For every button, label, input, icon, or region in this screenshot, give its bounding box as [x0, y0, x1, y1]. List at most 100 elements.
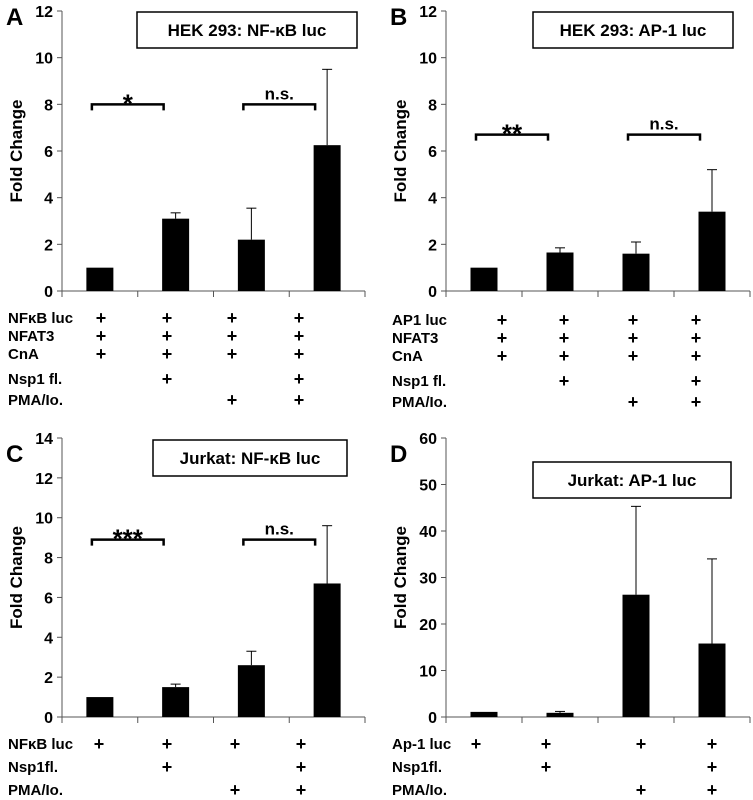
- y-tick-label: 8: [44, 551, 53, 568]
- condition-mark: +: [628, 328, 639, 348]
- bar: [622, 594, 650, 717]
- condition-mark: +: [230, 734, 241, 754]
- significance-bracket: [90, 538, 165, 546]
- condition-mark: +: [162, 326, 173, 346]
- condition-mark: +: [559, 346, 570, 366]
- condition-mark: +: [497, 310, 508, 330]
- bar: [698, 643, 726, 717]
- significance-label: n.s.: [649, 115, 678, 134]
- chart-title: Jurkat: AP-1 luc: [568, 471, 697, 490]
- significance-label: n.s.: [265, 84, 294, 103]
- condition-label: PMA/Io.: [392, 782, 447, 799]
- y-axis-label: Fold Change: [391, 526, 410, 629]
- condition-label: NFκB luc: [8, 736, 73, 753]
- condition-mark: +: [541, 757, 552, 777]
- condition-mark: +: [497, 346, 508, 366]
- significance-label: ***: [113, 524, 144, 554]
- y-tick-label: 12: [419, 4, 437, 21]
- condition-label: NFAT3: [392, 330, 438, 347]
- condition-mark: +: [541, 734, 552, 754]
- condition-mark: +: [296, 734, 307, 754]
- condition-mark: +: [628, 346, 639, 366]
- y-tick-label: 10: [419, 51, 437, 68]
- condition-mark: +: [636, 780, 647, 800]
- condition-mark: +: [294, 326, 305, 346]
- y-tick-label: 0: [44, 284, 53, 301]
- y-tick-label: 60: [419, 431, 437, 448]
- bar: [86, 697, 114, 717]
- significance-bracket: [242, 538, 317, 546]
- y-tick-label: 2: [428, 237, 437, 254]
- condition-mark: +: [294, 308, 305, 328]
- condition-label: Nsp1fl.: [392, 759, 442, 776]
- condition-label: NFAT3: [8, 328, 54, 345]
- y-tick-label: 12: [35, 4, 53, 21]
- panel-c: C 0 2 4 6 8 10 12 14 Fold Change Jurkat: NF-κB luc…: [6, 431, 366, 800]
- panel-letter: A: [6, 4, 23, 31]
- y-tick-label: 20: [419, 617, 437, 634]
- bar: [470, 267, 498, 291]
- y-tick-label: 40: [419, 524, 437, 541]
- y-tick-label: 10: [35, 511, 53, 528]
- condition-mark: +: [227, 344, 238, 364]
- condition-mark: +: [162, 308, 173, 328]
- condition-mark: +: [628, 310, 639, 330]
- condition-mark: +: [227, 390, 238, 410]
- condition-label: PMA/Io.: [392, 394, 447, 411]
- chart-title: HEK 293: AP-1 luc: [560, 21, 707, 40]
- condition-label: Nsp1fl.: [8, 759, 58, 776]
- condition-mark: +: [707, 734, 718, 754]
- y-axis-label: Fold Change: [391, 100, 410, 203]
- title-box: [532, 11, 734, 49]
- panel-a: A 0 2 4 6 8 10 12 Fold Change HEK 293: NF-κB luc *…: [6, 4, 366, 410]
- panel-letter: B: [390, 4, 407, 31]
- bar: [313, 145, 341, 291]
- bar: [313, 583, 341, 717]
- bar: [546, 252, 574, 291]
- y-tick-label: 4: [44, 630, 53, 647]
- y-tick-label: 6: [44, 144, 53, 161]
- chart-title: HEK 293: NF-κB luc: [168, 21, 327, 40]
- condition-mark: +: [162, 734, 173, 754]
- y-axis-label: Fold Change: [7, 526, 26, 629]
- condition-mark: +: [471, 734, 482, 754]
- condition-label: NFκB luc: [8, 310, 73, 327]
- y-tick-label: 0: [428, 710, 437, 727]
- condition-label: Ap-1 luc: [392, 736, 451, 753]
- condition-label: Nsp1 fl.: [392, 373, 446, 390]
- y-tick-label: 14: [35, 431, 53, 448]
- condition-label: PMA/Io.: [8, 782, 63, 799]
- bar: [86, 267, 114, 291]
- condition-mark: +: [162, 369, 173, 389]
- significance-label: **: [502, 119, 523, 149]
- y-tick-label: 4: [44, 191, 53, 208]
- panel-b: B 0 2 4 6 8 10 12 Fold Change HEK 293: AP-1 luc **…: [390, 4, 751, 412]
- y-tick-label: 4: [428, 191, 437, 208]
- condition-mark: +: [296, 757, 307, 777]
- bar: [237, 239, 265, 291]
- condition-mark: +: [559, 328, 570, 348]
- y-tick-label: 8: [428, 97, 437, 114]
- condition-mark: +: [94, 734, 105, 754]
- bar: [470, 711, 498, 717]
- condition-mark: +: [707, 757, 718, 777]
- condition-mark: +: [227, 308, 238, 328]
- condition-mark: +: [96, 308, 107, 328]
- condition-mark: +: [691, 310, 702, 330]
- panel-letter: C: [6, 441, 23, 468]
- y-tick-label: 2: [44, 237, 53, 254]
- y-axis-label: Fold Change: [7, 100, 26, 203]
- condition-mark: +: [296, 780, 307, 800]
- condition-mark: +: [497, 328, 508, 348]
- condition-label: Nsp1 fl.: [8, 371, 62, 388]
- condition-mark: +: [628, 392, 639, 412]
- condition-label: AP1 luc: [392, 312, 447, 329]
- condition-mark: +: [96, 326, 107, 346]
- condition-mark: +: [707, 780, 718, 800]
- condition-label: CnA: [8, 346, 39, 363]
- y-tick-label: 12: [35, 471, 53, 488]
- y-tick-label: 6: [44, 590, 53, 607]
- y-tick-label: 10: [419, 664, 437, 681]
- condition-mark: +: [691, 346, 702, 366]
